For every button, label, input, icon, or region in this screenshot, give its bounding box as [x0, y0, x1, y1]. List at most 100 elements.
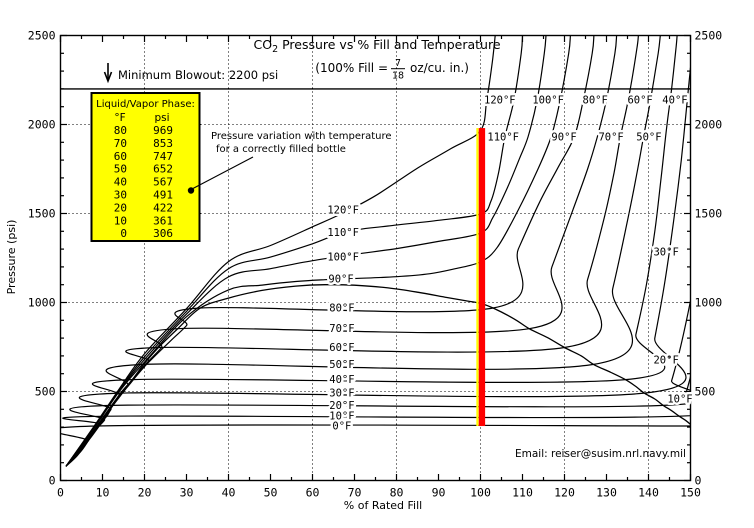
annotation-pointer-line: [191, 156, 254, 190]
fraction-denominator: 18: [392, 71, 404, 82]
isotherm-label: 100°F: [327, 252, 359, 264]
x-tick-label: 10: [96, 486, 110, 500]
isotherm-label: 40°F: [329, 374, 354, 386]
isotherm-curve-100F: [65, 35, 547, 467]
phase-row-temp: 10: [114, 214, 127, 227]
isotherm-label: 40°F: [662, 94, 687, 106]
y-tick-label-left: 0: [49, 474, 56, 488]
fraction-numerator: 7: [395, 58, 401, 69]
x-tick-label: 50: [264, 486, 278, 500]
annotation-line2: for a correctly filled bottle: [216, 144, 346, 155]
rated-fill-line-red: [478, 128, 486, 427]
phase-row-temp: 40: [114, 176, 127, 189]
phase-row-psi: 747: [153, 150, 173, 163]
x-tick-label: 100: [470, 486, 491, 500]
isotherm-curves: [60, 35, 691, 467]
isotherm-curve-90F: [65, 35, 571, 467]
phase-row-temp: 0: [120, 227, 127, 240]
isotherm-label: 10°F: [329, 411, 354, 423]
isotherm-label: 90°F: [328, 274, 353, 286]
isotherm-label: 60°F: [329, 342, 354, 354]
isotherm-curve-20F: [65, 300, 691, 467]
x-tick-label: 60: [306, 486, 320, 500]
isotherm-label: 20°F: [653, 354, 678, 366]
annotation-pointer-dot-icon: [187, 187, 195, 194]
x-tick-label: 120: [554, 486, 575, 500]
chart-title: CO2 Pressure vs % Fill and Temperature: [253, 37, 500, 55]
pressure-variation-annotation: Pressure variation with temperature for …: [187, 131, 392, 194]
phase-row-psi: 491: [153, 189, 173, 202]
y-tick-label-right: 1000: [695, 296, 723, 310]
x-tick-label: 150: [680, 486, 701, 500]
down-arrow-head-icon: [103, 71, 113, 84]
y-tick-label-left: 2000: [28, 118, 56, 132]
phase-row-psi: 652: [153, 163, 173, 176]
isotherm-label: 10°F: [667, 393, 692, 405]
rated-fill-line-yellow-edge: [476, 128, 479, 427]
isotherm-curve-80F: [65, 35, 595, 467]
x-tick-label: 90: [432, 486, 446, 500]
x-tick-label: 0: [57, 486, 64, 500]
isotherm-label: 110°F: [327, 227, 359, 239]
isotherm-label: 0°F: [332, 421, 351, 433]
isotherm-label: 110°F: [487, 132, 519, 144]
x-tick-label: 130: [596, 486, 617, 500]
phase-table-box: [90, 92, 201, 242]
isotherm-labels: 120°F 110°F 100°F 90°F 80°F 70°F 60°F 50°F 40°F 3…: [325, 92, 695, 435]
blowout-label: Minimum Blowout: 2200 psi: [118, 68, 278, 82]
subtitle-post: oz/cu. in.): [410, 61, 469, 75]
isotherm-label: 120°F: [327, 204, 359, 216]
y-tick-label-left: 2500: [28, 29, 56, 43]
y-tick-label-right: 500: [695, 385, 716, 399]
phase-row-psi: 361: [153, 214, 173, 227]
subtitle-pre: (100% Fill =: [315, 61, 388, 75]
x-tick-label: 40: [222, 486, 236, 500]
x-tick-label: 110: [512, 486, 533, 500]
isotherm-label: 20°F: [329, 400, 354, 412]
phase-table: Liquid/Vapor Phase: °F psi 80 969 70 853 60 7…: [90, 92, 201, 242]
axis-ticks: [59, 34, 692, 482]
phase-row-temp: 80: [114, 124, 127, 137]
y-tick-label-right: 2500: [695, 29, 723, 43]
isotherm-curve-120F: [65, 35, 496, 467]
isotherm-label: 70°F: [598, 132, 623, 144]
isotherm-label: 80°F: [583, 94, 608, 106]
isotherm-label: 50°F: [636, 132, 661, 144]
isotherm-label: 80°F: [329, 303, 354, 315]
isotherm-label: 70°F: [329, 323, 354, 335]
phase-row-psi: 422: [153, 201, 173, 214]
x-tick-label: 30: [180, 486, 194, 500]
isotherm-label: 90°F: [551, 132, 576, 144]
isotherm-label: 100°F: [532, 94, 564, 106]
y-tick-label-right: 2000: [695, 118, 723, 132]
chart-subtitle: (100% Fill = 7 18 oz/cu. in.): [315, 58, 469, 82]
y-tick-label-right: 0: [695, 474, 702, 488]
phase-table-rows: 80 969 70 853 60 747 50 652 40 567 30 491 20 422 10 361…: [114, 124, 173, 240]
phase-row-psi: 567: [153, 176, 173, 189]
phase-row-psi: 853: [153, 137, 173, 150]
phase-table-col-temp: °F: [114, 112, 125, 124]
phase-table-col-psi: psi: [154, 112, 169, 124]
y-axis-title: Pressure (psi): [5, 220, 18, 295]
isotherm-label: 30°F: [653, 246, 678, 258]
isotherm-curve-110F: [65, 35, 524, 467]
x-tick-label: 140: [638, 486, 659, 500]
phase-row-temp: 60: [114, 150, 127, 163]
annotation-line1: Pressure variation with temperature: [211, 131, 392, 142]
x-axis-title: % of Rated Fill: [344, 499, 422, 512]
isotherm-label: 50°F: [329, 359, 354, 371]
isotherm-label: 30°F: [329, 388, 354, 400]
phase-row-temp: 20: [114, 201, 127, 214]
phase-row-psi: 969: [153, 124, 173, 137]
phase-table-header: Liquid/Vapor Phase:: [96, 99, 195, 110]
phase-row-psi: 306: [153, 227, 173, 240]
phase-row-temp: 50: [114, 163, 127, 176]
x-tick-label: 20: [138, 486, 152, 500]
isotherm-curve-0F: [60, 424, 691, 467]
y-tick-label-left: 500: [35, 385, 56, 399]
y-tick-label-right: 1500: [695, 207, 723, 221]
x-tick-label: 70: [348, 486, 362, 500]
y-tick-label-left: 1000: [28, 296, 56, 310]
